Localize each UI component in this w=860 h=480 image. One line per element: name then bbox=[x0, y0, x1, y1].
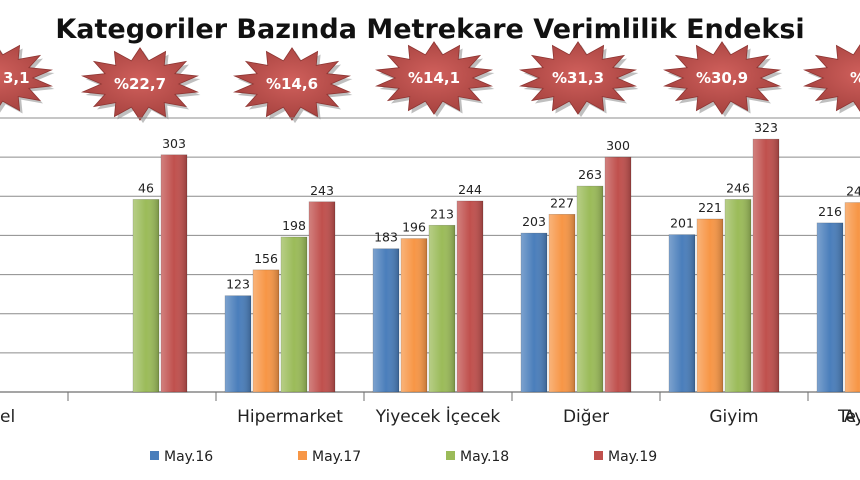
data-label: 156 bbox=[254, 251, 278, 266]
bar-shading bbox=[253, 269, 279, 392]
bar-shading bbox=[669, 234, 695, 392]
bar-shading bbox=[309, 201, 335, 392]
growth-badge-label: %30,9 bbox=[696, 69, 748, 87]
growth-badge bbox=[81, 47, 199, 121]
bar-shading bbox=[697, 218, 723, 392]
bar-shading bbox=[549, 214, 575, 392]
x-tick-label: Giyim bbox=[709, 407, 758, 427]
bar-shading bbox=[577, 186, 603, 392]
bar-shading bbox=[401, 238, 427, 392]
bar-shading bbox=[521, 233, 547, 392]
growth-badge-label: %14,1 bbox=[408, 69, 460, 87]
data-label: 123 bbox=[226, 277, 250, 292]
data-label: 300 bbox=[606, 138, 630, 153]
bar-shading bbox=[605, 157, 631, 392]
bar-shading bbox=[725, 199, 751, 392]
growth-badge-label: % bbox=[850, 69, 860, 87]
data-labels: 1231832032012161561561962272212421461982… bbox=[138, 120, 860, 292]
legend-label: May.16 bbox=[164, 449, 213, 465]
data-label: 201 bbox=[670, 216, 694, 231]
data-label: 221 bbox=[698, 200, 722, 215]
legend-label: May.17 bbox=[312, 449, 361, 465]
bar-shading bbox=[753, 139, 779, 392]
x-axis-tick-labels: el Hipermarket Yiyecek İçecek Diğer Giyim Aya… bbox=[0, 406, 860, 427]
growth-badge bbox=[233, 47, 351, 121]
data-label: 203 bbox=[522, 214, 546, 229]
data-label: 323 bbox=[754, 120, 778, 135]
data-label: 303 bbox=[162, 136, 186, 151]
x-tick-label: el bbox=[0, 407, 15, 427]
x-tick-label: Hipermarket bbox=[237, 407, 343, 427]
growth-badge bbox=[375, 41, 493, 115]
data-label: 227 bbox=[550, 195, 574, 210]
data-label: 263 bbox=[578, 167, 602, 182]
data-label: 183 bbox=[374, 230, 398, 245]
x-tick-label: Yiyecek İçecek bbox=[375, 406, 501, 427]
bar-shading bbox=[845, 202, 860, 392]
legend: May.16 May.17 May.18 May.19 bbox=[150, 449, 657, 465]
data-label: 198 bbox=[282, 218, 306, 233]
bars bbox=[132, 138, 860, 393]
growth-badge bbox=[663, 41, 781, 115]
data-label: 246 bbox=[726, 180, 750, 195]
data-label: 216 bbox=[818, 204, 842, 219]
data-label: 244 bbox=[458, 182, 482, 197]
growth-badge-label: 3,1 bbox=[3, 69, 30, 87]
data-label: 242 bbox=[846, 184, 860, 199]
x-tick-label: Ayakkabı bbox=[844, 407, 860, 427]
bar-shading bbox=[161, 154, 187, 392]
bar-shading bbox=[133, 199, 159, 392]
legend-swatch bbox=[150, 451, 159, 460]
growth-badge-label: %31,3 bbox=[552, 69, 604, 87]
legend-label: May.19 bbox=[608, 449, 657, 465]
growth-badge bbox=[519, 41, 637, 115]
x-tick-label: Te bbox=[837, 407, 856, 427]
growth-badge bbox=[0, 44, 53, 112]
data-label: 243 bbox=[310, 183, 334, 198]
bar-shading bbox=[373, 248, 399, 392]
legend-label: May.18 bbox=[460, 449, 509, 465]
data-label: 213 bbox=[430, 206, 454, 221]
bar-shading bbox=[817, 222, 843, 392]
growth-badges: 3,1 %22,7 %14,6 %14,1 %31,3 %30,9% bbox=[0, 41, 860, 124]
legend-swatch bbox=[446, 451, 455, 460]
growth-badge-label: %14,6 bbox=[266, 75, 318, 93]
growth-badge bbox=[803, 44, 860, 112]
data-label: 196 bbox=[402, 220, 426, 235]
bar-shading bbox=[457, 200, 483, 392]
bar-shading bbox=[429, 225, 455, 392]
legend-swatch bbox=[594, 451, 603, 460]
data-label: 46 bbox=[138, 180, 154, 195]
x-tick-label: Diğer bbox=[563, 407, 609, 427]
bar-shading bbox=[225, 295, 251, 392]
chart-title: Kategoriler Bazında Metrekare Verimlilik… bbox=[55, 14, 804, 45]
bar-shading bbox=[281, 236, 307, 392]
growth-badge-label: %22,7 bbox=[114, 75, 166, 93]
legend-swatch bbox=[298, 451, 307, 460]
